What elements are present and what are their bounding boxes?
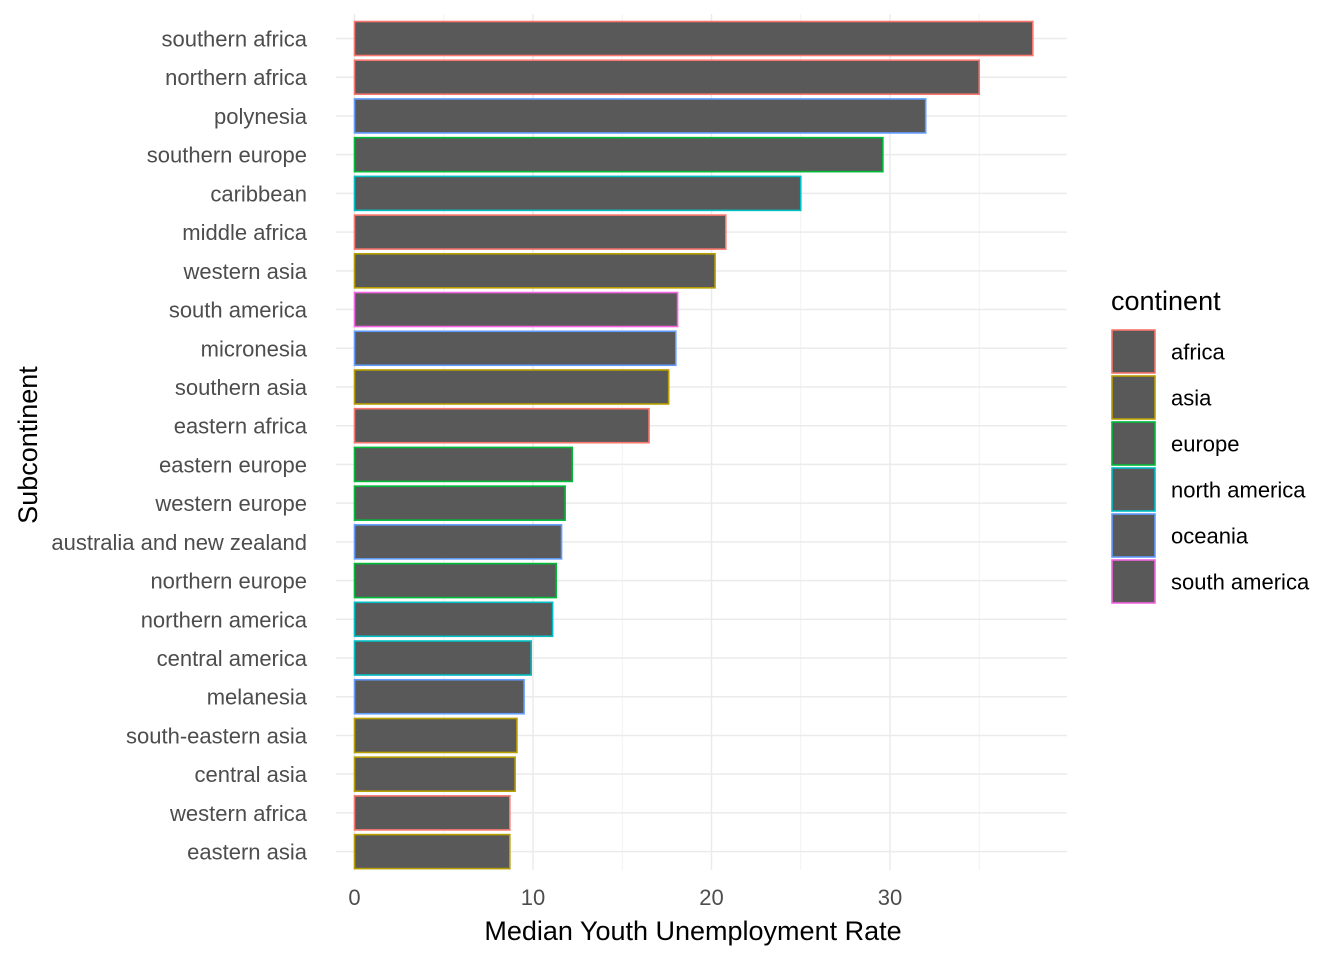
y-tick-label: western asia <box>182 259 307 284</box>
y-tick-label: melanesia <box>207 685 308 710</box>
bar-south-eastern-asia <box>353 717 518 754</box>
legend-label: africa <box>1171 340 1226 365</box>
bar-polynesia <box>353 98 927 134</box>
x-tick-label: 10 <box>521 885 545 910</box>
y-tick-label: eastern asia <box>187 840 308 865</box>
bar-caribbean <box>353 175 802 212</box>
y-tick-label: southern africa <box>161 27 307 52</box>
legend-label: oceania <box>1171 524 1249 549</box>
bars <box>353 20 1034 870</box>
bar-central-america <box>353 640 533 676</box>
bar-australia-and-new-zealand <box>353 524 563 560</box>
y-tick-label: central asia <box>194 762 307 787</box>
x-tick-label: 30 <box>878 885 902 910</box>
y-tick-label: western africa <box>169 801 308 826</box>
y-tick-label: south-eastern asia <box>126 723 308 748</box>
y-tick-label: polynesia <box>214 104 308 129</box>
bar-northern-europe <box>353 562 558 599</box>
bar-eastern-europe <box>353 446 574 483</box>
y-tick-label: middle africa <box>182 220 307 245</box>
bar-micronesia <box>353 330 677 367</box>
bar-western-asia <box>353 253 716 289</box>
y-tick-label: western europe <box>154 491 307 516</box>
legend: continent africa asia europe north america o… <box>1111 286 1310 604</box>
y-tick-label: eastern europe <box>159 452 307 477</box>
x-axis-title: Median Youth Unemployment Rate <box>484 916 901 946</box>
x-tick-label: 20 <box>699 885 723 910</box>
y-tick-label: northern europe <box>150 569 307 594</box>
legend-key-africa <box>1111 329 1156 374</box>
legend-label: north america <box>1171 478 1306 503</box>
y-tick-label: australia and new zealand <box>51 530 307 555</box>
bar-south-america <box>353 291 679 328</box>
legend-key-europe <box>1111 421 1156 466</box>
legend-key-oceania <box>1111 513 1156 558</box>
y-tick-label: southern europe <box>147 143 307 168</box>
bar-middle-africa <box>353 214 727 250</box>
y-tick-label: eastern africa <box>174 414 308 439</box>
legend-label: south america <box>1171 570 1310 595</box>
legend-key-asia <box>1111 375 1156 420</box>
bar-western-africa <box>353 795 511 831</box>
y-tick-labels: southern africa northern africa polynesia s… <box>51 27 307 865</box>
legend-label: asia <box>1171 386 1212 411</box>
x-tick-label: 0 <box>348 885 360 910</box>
y-tick-label: caribbean <box>210 181 307 206</box>
bar-eastern-africa <box>353 407 650 444</box>
y-tick-label: northern america <box>141 607 308 632</box>
y-tick-label: northern africa <box>165 65 308 90</box>
bar-southern-europe <box>353 136 884 173</box>
bar-western-europe <box>353 485 566 521</box>
bar-melanesia <box>353 678 525 715</box>
legend-title: continent <box>1111 286 1221 316</box>
bar-northern-america <box>353 601 554 638</box>
y-tick-label: southern asia <box>175 375 308 400</box>
bar-southern-africa <box>353 20 1034 57</box>
legend-key-north-america <box>1111 467 1156 512</box>
y-tick-label: central america <box>157 646 308 671</box>
x-tick-labels: 0 10 20 30 <box>348 885 902 910</box>
y-tick-label: micronesia <box>201 336 308 361</box>
y-axis-title: Subcontinent <box>13 366 43 524</box>
bar-central-asia <box>353 756 516 792</box>
y-tick-label: south america <box>169 298 308 323</box>
bar-northern-africa <box>353 59 981 96</box>
legend-key-south-america <box>1111 559 1156 604</box>
bar-southern-asia <box>353 369 670 405</box>
bar-eastern-asia <box>353 833 511 870</box>
legend-label: europe <box>1171 432 1240 457</box>
